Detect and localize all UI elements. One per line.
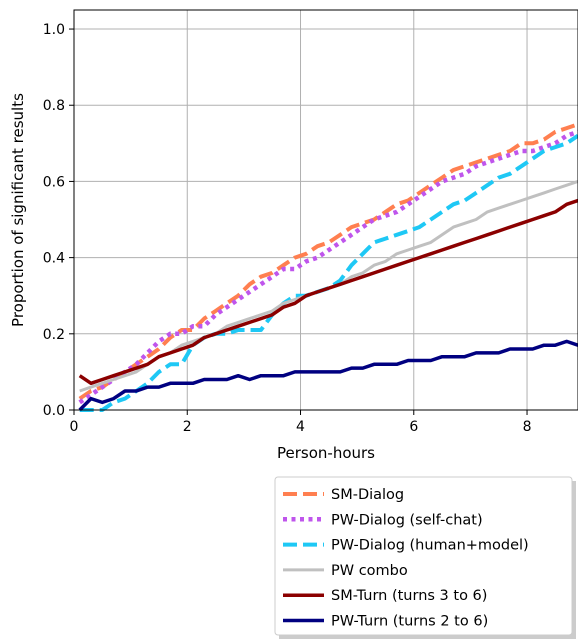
legend-label: PW-Dialog (self-chat)	[331, 512, 483, 528]
x-axis-label: Person-hours	[277, 444, 375, 462]
series-lines	[78, 122, 578, 412]
y-tick-label: 1.0	[43, 22, 65, 38]
legend-label: SM-Turn (turns 3 to 6)	[331, 588, 487, 604]
series-line-2	[79, 134, 578, 412]
series-line-4	[78, 198, 578, 386]
y-axis-label: Proportion of significant results	[9, 93, 27, 327]
y-tick-label: 0.0	[43, 403, 65, 419]
y-tick-label: 0.2	[43, 327, 65, 343]
x-tick-label: 8	[523, 419, 532, 435]
x-tick-label: 0	[70, 419, 79, 435]
legend-label: PW-Turn (turns 2 to 6)	[331, 614, 488, 630]
legend: SM-Dialog PW-Dialog (self-chat) PW-Dialog …	[274, 476, 576, 639]
legend-box	[274, 476, 573, 636]
y-tick-label: 0.8	[43, 98, 65, 114]
x-tick-label: 6	[409, 419, 418, 435]
legend-label: PW-Dialog (human+model)	[331, 538, 529, 554]
x-tick-label: 4	[296, 419, 305, 435]
plot-frame	[73, 9, 578, 411]
series-line-0	[78, 122, 578, 401]
series-line-5	[78, 339, 578, 412]
axis-ticks: 0 2 4 6 8 0.0 0.2 0.4 0.6 0.8 1.0	[43, 22, 532, 435]
y-tick-label: 0.4	[43, 251, 65, 267]
legend-label: PW combo	[331, 563, 408, 579]
x-tick-label: 2	[183, 419, 192, 435]
legend-label: SM-Dialog	[331, 487, 404, 503]
series-line-1	[78, 129, 578, 405]
y-tick-label: 0.6	[43, 174, 65, 190]
